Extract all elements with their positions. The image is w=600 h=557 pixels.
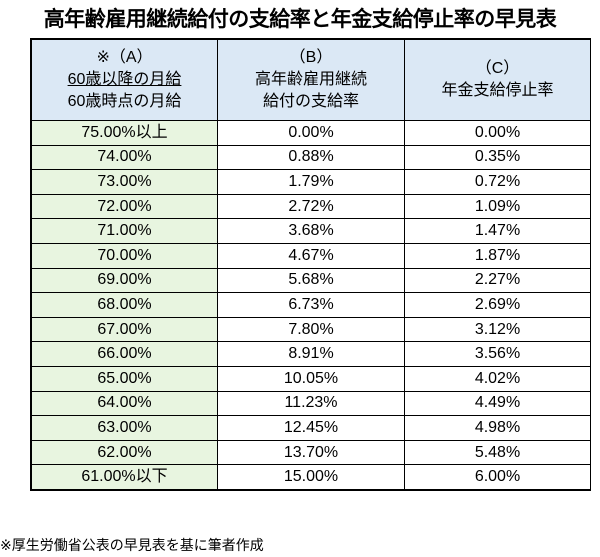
rate-table: ※（A） 60歳以降の月給 60歳時点の月給 （B） 高年齢雇用継続 給付の支給… <box>31 39 591 490</box>
cell-pension-stop-rate: 2.27% <box>404 267 591 294</box>
cell-wage-ratio: 66.00% <box>31 341 218 367</box>
cell-pension-stop-rate: 6.00% <box>404 464 591 490</box>
cell-benefit-rate: 7.80% <box>217 316 405 343</box>
cell-pension-stop-rate: 0.72% <box>404 169 591 195</box>
table-row: 75.00%以上 0.00% 0.00% <box>31 120 591 146</box>
cell-benefit-rate: 11.23% <box>217 390 405 417</box>
cell-wage-ratio: 71.00% <box>31 218 218 244</box>
column-header-b-label: （B） <box>289 49 333 66</box>
cell-pension-stop-rate: 5.48% <box>404 439 591 466</box>
cell-benefit-rate: 8.91% <box>217 341 405 367</box>
cell-benefit-rate: 0.88% <box>217 144 405 171</box>
table-row: 61.00%以下 15.00% 6.00% <box>31 464 591 490</box>
cell-wage-ratio: 67.00% <box>31 316 218 343</box>
cell-pension-stop-rate: 0.00% <box>404 120 591 146</box>
cell-wage-ratio: 72.00% <box>31 193 218 220</box>
table-row: 74.00% 0.88% 0.35% <box>31 144 591 171</box>
cell-wage-ratio: 62.00% <box>31 439 218 466</box>
cell-wage-ratio: 75.00%以上 <box>31 120 218 146</box>
cell-wage-ratio: 65.00% <box>31 365 218 392</box>
table-row: 66.00% 8.91% 3.56% <box>31 341 591 367</box>
table-row: 72.00% 2.72% 1.09% <box>31 193 591 220</box>
table-row: 64.00% 11.23% 4.49% <box>31 390 591 417</box>
cell-pension-stop-rate: 1.47% <box>404 218 591 244</box>
source-note: ※厚生労働省公表の早見表を基に筆者作成 <box>0 538 264 554</box>
column-header-b: （B） 高年齢雇用継続 給付の支給率 <box>217 39 405 121</box>
cell-wage-ratio: 64.00% <box>31 390 218 417</box>
cell-benefit-rate: 6.73% <box>217 292 405 318</box>
cell-pension-stop-rate: 1.87% <box>404 242 591 269</box>
cell-wage-ratio: 73.00% <box>31 169 218 195</box>
rate-table-container: ※（A） 60歳以降の月給 60歳時点の月給 （B） 高年齢雇用継続 給付の支給… <box>30 38 591 491</box>
table-row: 70.00% 4.67% 1.87% <box>31 242 591 269</box>
column-header-a-denominator: 60歳時点の月給 <box>67 93 182 110</box>
cell-benefit-rate: 0.00% <box>217 120 405 146</box>
column-header-b-line2: 給付の支給率 <box>262 93 359 110</box>
cell-wage-ratio: 69.00% <box>31 267 218 294</box>
page-title: 高年齢雇用継続給付の支給率と年金支給停止率の早見表 <box>43 7 557 31</box>
cell-pension-stop-rate: 2.69% <box>404 292 591 318</box>
cell-pension-stop-rate: 4.49% <box>404 390 591 417</box>
column-header-c: （C） 年金支給停止率 <box>404 39 591 121</box>
cell-benefit-rate: 15.00% <box>217 464 405 490</box>
cell-benefit-rate: 12.45% <box>217 415 405 441</box>
cell-benefit-rate: 2.72% <box>217 193 405 220</box>
table-row: 62.00% 13.70% 5.48% <box>31 439 591 466</box>
column-header-a: ※（A） 60歳以降の月給 60歳時点の月給 <box>31 39 218 121</box>
table-row: 63.00% 12.45% 4.98% <box>31 415 591 441</box>
cell-benefit-rate: 5.68% <box>217 267 405 294</box>
table-row: 71.00% 3.68% 1.47% <box>31 218 591 244</box>
table-row: 65.00% 10.05% 4.02% <box>31 365 591 392</box>
cell-pension-stop-rate: 1.09% <box>404 193 591 220</box>
table-row: 69.00% 5.68% 2.27% <box>31 267 591 294</box>
cell-benefit-rate: 4.67% <box>217 242 405 269</box>
cell-pension-stop-rate: 3.56% <box>404 341 591 367</box>
cell-benefit-rate: 10.05% <box>217 365 405 392</box>
cell-benefit-rate: 3.68% <box>217 218 405 244</box>
cell-pension-stop-rate: 0.35% <box>404 144 591 171</box>
table-header: ※（A） 60歳以降の月給 60歳時点の月給 （B） 高年齢雇用継続 給付の支給… <box>31 39 591 121</box>
cell-wage-ratio: 68.00% <box>31 292 218 318</box>
cell-wage-ratio: 74.00% <box>31 144 218 171</box>
cell-pension-stop-rate: 4.02% <box>404 365 591 392</box>
cell-wage-ratio: 70.00% <box>31 242 218 269</box>
table-body: 75.00%以上 0.00% 0.00% 74.00% 0.88% 0.35% 73.00%… <box>31 120 591 490</box>
table-row: 68.00% 6.73% 2.69% <box>31 292 591 318</box>
cell-benefit-rate: 13.70% <box>217 439 405 466</box>
column-header-c-label: （C） <box>475 60 520 77</box>
cell-wage-ratio: 61.00%以下 <box>31 464 218 490</box>
cell-pension-stop-rate: 4.98% <box>404 415 591 441</box>
column-header-a-numerator: 60歳以降の月給 <box>67 71 182 88</box>
table-row: 67.00% 7.80% 3.12% <box>31 316 591 343</box>
cell-pension-stop-rate: 3.12% <box>404 316 591 343</box>
cell-wage-ratio: 63.00% <box>31 415 218 441</box>
cell-benefit-rate: 1.79% <box>217 169 405 195</box>
column-header-b-line1: 高年齢雇用継続 <box>254 71 367 88</box>
column-header-c-line1: 年金支給停止率 <box>441 82 554 99</box>
table-row: 73.00% 1.79% 0.72% <box>31 169 591 195</box>
column-header-a-label: ※（A） <box>96 49 153 66</box>
